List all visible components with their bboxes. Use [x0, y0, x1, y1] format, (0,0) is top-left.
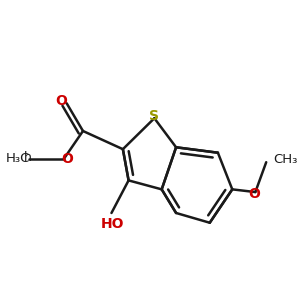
Text: CH₃: CH₃	[273, 153, 297, 166]
Text: H₃C: H₃C	[6, 152, 30, 165]
Text: O: O	[55, 94, 67, 108]
Text: h: h	[23, 151, 31, 164]
Text: O: O	[61, 152, 73, 166]
Text: S: S	[149, 109, 159, 122]
Text: O: O	[248, 187, 260, 201]
Text: HO: HO	[101, 217, 124, 231]
